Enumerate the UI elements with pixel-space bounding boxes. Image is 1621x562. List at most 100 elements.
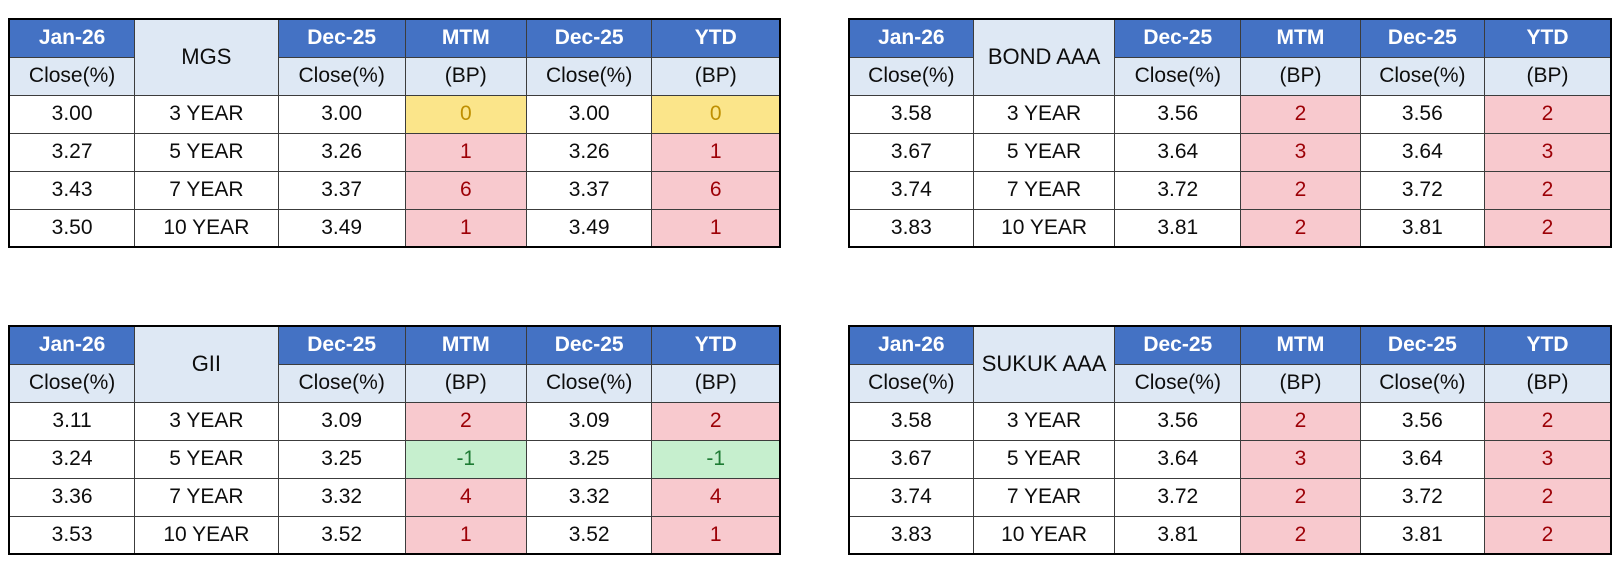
mgs-ytd-header: YTD [651, 18, 781, 58]
gii-dec25-ytd-header: Dec-25 [525, 325, 653, 365]
mgs-row-3-year: 3.00 3 YEAR 3.00 0 3.00 0 [8, 94, 781, 134]
mgs-ytd-header-sub: (BP) [651, 56, 781, 96]
ytd-bp-cell: 0 [651, 94, 781, 134]
dec25-ytd-close-cell: 3.32 [525, 477, 653, 517]
gii-jan-month-header: Jan-26 [8, 325, 136, 365]
bond-aaa-grid: Jan-26 BOND AAA Dec-25 MTM Dec-25 YTD Close(%)… [848, 18, 1612, 248]
gii-row-3-year: 3.11 3 YEAR 3.09 2 3.09 2 [8, 401, 781, 441]
tenor-cell: 5 YEAR [972, 439, 1116, 479]
sukuk-aaa-mtm-header: MTM [1240, 325, 1361, 365]
mtm-bp-cell: 1 [404, 208, 527, 248]
mgs-table: Jan-26 MGS Dec-25 MTM Dec-25 YTD Close(%) Close… [8, 18, 781, 248]
bond-aaa-ytd-header-sub: (BP) [1483, 56, 1612, 96]
dec25-ytd-close-cell: 3.26 [525, 132, 653, 172]
dec25-ytd-close-cell: 3.09 [525, 401, 653, 441]
jan-close-cell: 3.74 [848, 170, 974, 210]
sukuk-aaa-dec25-ytd-header: Dec-25 [1359, 325, 1485, 365]
dec25-mtm-close-cell: 3.56 [1114, 401, 1242, 441]
jan-close-cell: 3.43 [8, 170, 136, 210]
gii-mtm-header: MTM [404, 325, 527, 365]
jan-close-cell: 3.83 [848, 515, 974, 555]
ytd-bp-cell: 2 [651, 401, 781, 441]
tenor-cell: 3 YEAR [134, 401, 279, 441]
jan-close-cell: 3.83 [848, 208, 974, 248]
sukuk-aaa-ytd-header: YTD [1483, 325, 1612, 365]
bond-aaa-jan-close-subheader: Close(%) [848, 56, 974, 96]
mgs-dec25-ytd-header: Dec-25 [525, 18, 653, 58]
sukuk-aaa-row-7-year: 3.74 7 YEAR 3.72 2 3.72 2 [848, 477, 1612, 517]
tenor-cell: 3 YEAR [972, 94, 1116, 134]
tenor-cell: 3 YEAR [134, 94, 279, 134]
ytd-bp-cell: -1 [651, 439, 781, 479]
mgs-jan-month-header: Jan-26 [8, 18, 136, 58]
dec25-ytd-close-cell: 3.64 [1359, 132, 1485, 172]
sukuk-aaa-jan-close-subheader: Close(%) [848, 363, 974, 403]
ytd-bp-cell: 3 [1483, 132, 1612, 172]
mtm-bp-cell: 2 [1240, 94, 1361, 134]
ytd-bp-cell: 2 [1483, 170, 1612, 210]
sukuk-aaa-row-5-year: 3.67 5 YEAR 3.64 3 3.64 3 [848, 439, 1612, 479]
mtm-bp-cell: 1 [404, 515, 527, 555]
gii-table: Jan-26 GII Dec-25 MTM Dec-25 YTD Close(%) Close… [8, 325, 781, 555]
gii-grid: Jan-26 GII Dec-25 MTM Dec-25 YTD Close(%) Close… [8, 325, 781, 555]
jan-close-cell: 3.36 [8, 477, 136, 517]
dec25-ytd-close-cell: 3.56 [1359, 94, 1485, 134]
sukuk-aaa-row-3-year: 3.58 3 YEAR 3.56 2 3.56 2 [848, 401, 1612, 441]
mgs-mtm-header: MTM [404, 18, 527, 58]
mtm-bp-cell: 2 [404, 401, 527, 441]
tenor-cell: 5 YEAR [134, 132, 279, 172]
ytd-bp-cell: 2 [1483, 477, 1612, 517]
jan-close-cell: 3.50 [8, 208, 136, 248]
tenor-cell: 10 YEAR [972, 515, 1116, 555]
dec25-ytd-close-cell: 3.81 [1359, 208, 1485, 248]
mgs-instrument-label: MGS [134, 18, 279, 96]
sukuk-aaa-grid: Jan-26 SUKUK AAA Dec-25 MTM Dec-25 YTD Close(%… [848, 325, 1612, 555]
dec25-mtm-close-cell: 3.37 [277, 170, 406, 210]
sukuk-aaa-dec25-mtm-header: Dec-25 [1114, 325, 1242, 365]
dec25-mtm-close-cell: 3.56 [1114, 94, 1242, 134]
ytd-bp-cell: 1 [651, 208, 781, 248]
dec25-mtm-close-cell: 3.00 [277, 94, 406, 134]
bond-aaa-dec25-ytd-header: Dec-25 [1359, 18, 1485, 58]
tenor-cell: 3 YEAR [972, 401, 1116, 441]
gii-jan-close-subheader: Close(%) [8, 363, 136, 403]
gii-ytd-header: YTD [651, 325, 781, 365]
dec25-mtm-close-cell: 3.49 [277, 208, 406, 248]
gii-row-5-year: 3.24 5 YEAR 3.25 -1 3.25 -1 [8, 439, 781, 479]
tenor-cell: 5 YEAR [972, 132, 1116, 172]
mgs-jan-close-subheader: Close(%) [8, 56, 136, 96]
ytd-bp-cell: 2 [1483, 401, 1612, 441]
dec25-mtm-close-cell: 3.26 [277, 132, 406, 172]
jan-close-cell: 3.11 [8, 401, 136, 441]
mtm-bp-cell: 1 [404, 132, 527, 172]
gii-dec25-ytd-header-sub: Close(%) [525, 363, 653, 403]
sukuk-aaa-row-10-year: 3.83 10 YEAR 3.81 2 3.81 2 [848, 515, 1612, 555]
bond-aaa-dec25-mtm-header: Dec-25 [1114, 18, 1242, 58]
mgs-mtm-header-sub: (BP) [404, 56, 527, 96]
mtm-bp-cell: 2 [1240, 515, 1361, 555]
bond-aaa-jan-month-header: Jan-26 [848, 18, 974, 58]
bond-aaa-ytd-header: YTD [1483, 18, 1612, 58]
dec25-ytd-close-cell: 3.37 [525, 170, 653, 210]
dec25-ytd-close-cell: 3.00 [525, 94, 653, 134]
bond-aaa-dec25-mtm-header-sub: Close(%) [1114, 56, 1242, 96]
mgs-row-10-year: 3.50 10 YEAR 3.49 1 3.49 1 [8, 208, 781, 248]
sukuk-aaa-table: Jan-26 SUKUK AAA Dec-25 MTM Dec-25 YTD Close(%… [848, 325, 1612, 555]
bond-aaa-dec25-ytd-header-sub: Close(%) [1359, 56, 1485, 96]
dec25-ytd-close-cell: 3.25 [525, 439, 653, 479]
dec25-ytd-close-cell: 3.64 [1359, 439, 1485, 479]
jan-close-cell: 3.58 [848, 94, 974, 134]
mtm-bp-cell: -1 [404, 439, 527, 479]
tenor-cell: 5 YEAR [134, 439, 279, 479]
dec25-mtm-close-cell: 3.64 [1114, 439, 1242, 479]
dec25-ytd-close-cell: 3.49 [525, 208, 653, 248]
tenor-cell: 7 YEAR [972, 477, 1116, 517]
tenor-cell: 7 YEAR [972, 170, 1116, 210]
gii-ytd-header-sub: (BP) [651, 363, 781, 403]
ytd-bp-cell: 6 [651, 170, 781, 210]
ytd-bp-cell: 3 [1483, 439, 1612, 479]
dec25-mtm-close-cell: 3.09 [277, 401, 406, 441]
mtm-bp-cell: 2 [1240, 401, 1361, 441]
bond-aaa-instrument-label: BOND AAA [972, 18, 1116, 96]
dec25-mtm-close-cell: 3.64 [1114, 132, 1242, 172]
